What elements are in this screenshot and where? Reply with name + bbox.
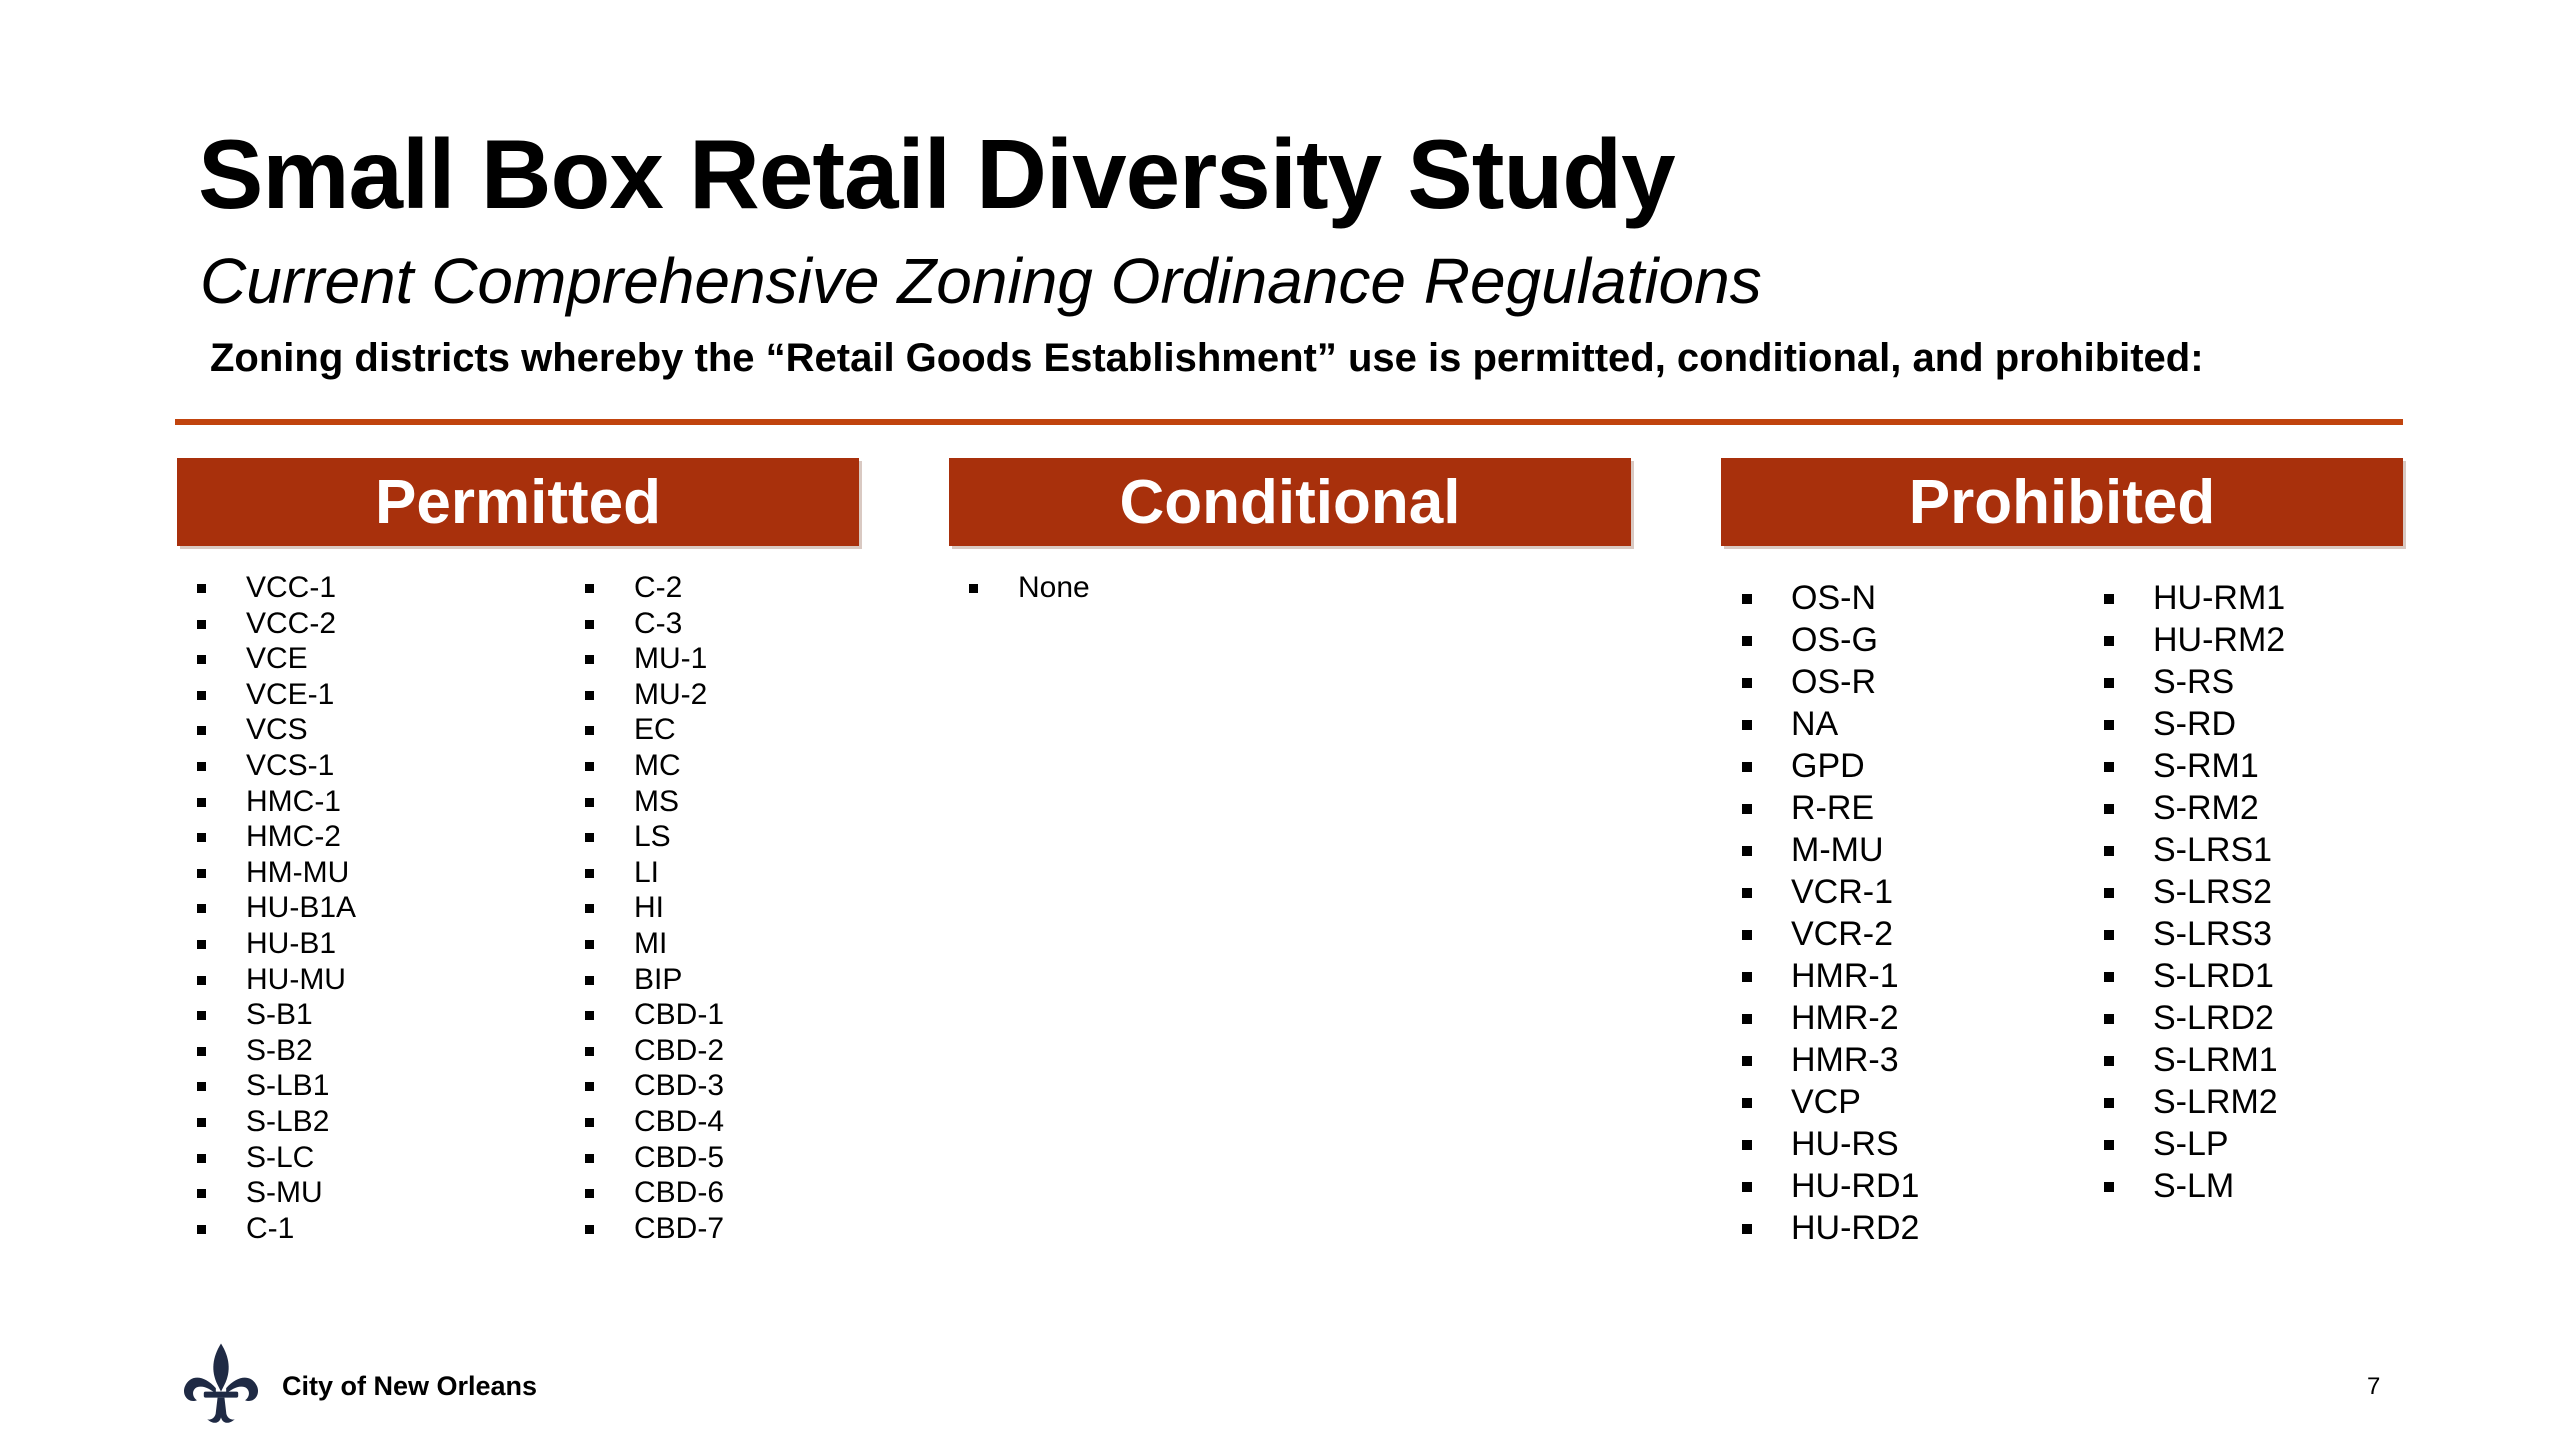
prohibited-district: HU-RS bbox=[1722, 1123, 1919, 1165]
prohibited-district: HU-RM2 bbox=[2084, 619, 2285, 661]
prohibited-district: S-LM bbox=[2084, 1165, 2285, 1207]
permitted-district: CBD-7 bbox=[565, 1211, 724, 1247]
permitted-district: VCS bbox=[177, 712, 356, 748]
prohibited-district: HU-RM1 bbox=[2084, 577, 2285, 619]
permitted-district: MS bbox=[565, 784, 724, 820]
permitted-district: CBD-1 bbox=[565, 997, 724, 1033]
prohibited-district: HMR-2 bbox=[1722, 997, 1919, 1039]
permitted-district: MI bbox=[565, 926, 724, 962]
permitted-district: VCC-1 bbox=[177, 570, 356, 606]
permitted-district: EC bbox=[565, 712, 724, 748]
prohibited-district: HMR-1 bbox=[1722, 955, 1919, 997]
permitted-district: LS bbox=[565, 819, 724, 855]
prohibited-district: M-MU bbox=[1722, 829, 1919, 871]
prohibited-district: S-LRS1 bbox=[2084, 829, 2285, 871]
prohibited-district: R-RE bbox=[1722, 787, 1919, 829]
permitted-district: VCC-2 bbox=[177, 606, 356, 642]
permitted-district: CBD-3 bbox=[565, 1068, 724, 1104]
permitted-district: LI bbox=[565, 855, 724, 891]
permitted-district: CBD-4 bbox=[565, 1104, 724, 1140]
prohibited-list-column-1: OS-N OS-G OS-R NA GPD R-RE M-MU VCR-1 VCR-2 HMR-1… bbox=[1722, 577, 1919, 1249]
conditional-district: None bbox=[949, 570, 1090, 606]
prohibited-district: VCR-1 bbox=[1722, 871, 1919, 913]
prohibited-district: NA bbox=[1722, 703, 1919, 745]
footer-organization: City of New Orleans bbox=[282, 1371, 538, 1401]
permitted-district: VCE bbox=[177, 641, 356, 677]
prohibited-district: S-LRD2 bbox=[2084, 997, 2285, 1039]
prohibited-district: OS-N bbox=[1722, 577, 1919, 619]
prohibited-district: S-RM2 bbox=[2084, 787, 2285, 829]
fleur-de-lis-icon bbox=[183, 1343, 259, 1423]
permitted-district: C-1 bbox=[177, 1211, 356, 1247]
prohibited-district: S-RM1 bbox=[2084, 745, 2285, 787]
prohibited-district: OS-G bbox=[1722, 619, 1919, 661]
permitted-district: HU-B1A bbox=[177, 890, 356, 926]
permitted-district: HMC-1 bbox=[177, 784, 356, 820]
prohibited-district: S-LRM2 bbox=[2084, 1081, 2285, 1123]
permitted-district: HU-B1 bbox=[177, 926, 356, 962]
permitted-district: HU-MU bbox=[177, 962, 356, 998]
page-number: 7 bbox=[2367, 1373, 2381, 1400]
permitted-district: S-B2 bbox=[177, 1033, 356, 1069]
slide-subtitle: Current Comprehensive Zoning Ordinance R… bbox=[200, 245, 1762, 317]
conditional-header: Conditional bbox=[949, 458, 1631, 546]
prohibited-district: S-RD bbox=[2084, 703, 2285, 745]
prohibited-district: GPD bbox=[1722, 745, 1919, 787]
prohibited-district: S-LRS2 bbox=[2084, 871, 2285, 913]
permitted-district: S-LB1 bbox=[177, 1068, 356, 1104]
prohibited-district: OS-R bbox=[1722, 661, 1919, 703]
permitted-district: S-B1 bbox=[177, 997, 356, 1033]
slide-question: Zoning districts whereby the “Retail Goo… bbox=[210, 336, 2204, 380]
permitted-district: HI bbox=[565, 890, 724, 926]
permitted-district: VCS-1 bbox=[177, 748, 356, 784]
permitted-district: CBD-5 bbox=[565, 1140, 724, 1176]
permitted-district: CBD-6 bbox=[565, 1175, 724, 1211]
permitted-district: S-LB2 bbox=[177, 1104, 356, 1140]
prohibited-district: S-RS bbox=[2084, 661, 2285, 703]
permitted-district: BIP bbox=[565, 962, 724, 998]
permitted-district: S-MU bbox=[177, 1175, 356, 1211]
conditional-list: None bbox=[949, 570, 1090, 606]
prohibited-list-column-2: HU-RM1 HU-RM2 S-RS S-RD S-RM1 S-RM2 S-LRS1 S-LR… bbox=[2084, 577, 2285, 1207]
prohibited-district: S-LRD1 bbox=[2084, 955, 2285, 997]
prohibited-district: VCR-2 bbox=[1722, 913, 1919, 955]
divider-rule bbox=[175, 419, 2403, 425]
permitted-list-column-1: VCC-1 VCC-2 VCE VCE-1 VCS VCS-1 HMC-1 HMC-2 HM-M… bbox=[177, 570, 356, 1246]
permitted-district: CBD-2 bbox=[565, 1033, 724, 1069]
permitted-district: HM-MU bbox=[177, 855, 356, 891]
prohibited-district: S-LP bbox=[2084, 1123, 2285, 1165]
permitted-header: Permitted bbox=[177, 458, 859, 546]
prohibited-district: HMR-3 bbox=[1722, 1039, 1919, 1081]
permitted-district: HMC-2 bbox=[177, 819, 356, 855]
permitted-district: C-3 bbox=[565, 606, 724, 642]
slide-title: Small Box Retail Diversity Study bbox=[198, 119, 1676, 229]
permitted-district: C-2 bbox=[565, 570, 724, 606]
prohibited-district: HU-RD2 bbox=[1722, 1207, 1919, 1249]
prohibited-header: Prohibited bbox=[1721, 458, 2403, 546]
permitted-district: MU-2 bbox=[565, 677, 724, 713]
prohibited-district: S-LRS3 bbox=[2084, 913, 2285, 955]
permitted-district: S-LC bbox=[177, 1140, 356, 1176]
prohibited-district: VCP bbox=[1722, 1081, 1919, 1123]
permitted-district: MU-1 bbox=[565, 641, 724, 677]
prohibited-district: S-LRM1 bbox=[2084, 1039, 2285, 1081]
permitted-district: MC bbox=[565, 748, 724, 784]
permitted-list-column-2: C-2 C-3 MU-1 MU-2 EC MC MS LS LI HI MI BIP CBD-1 CBD-… bbox=[565, 570, 724, 1246]
prohibited-district: HU-RD1 bbox=[1722, 1165, 1919, 1207]
permitted-district: VCE-1 bbox=[177, 677, 356, 713]
